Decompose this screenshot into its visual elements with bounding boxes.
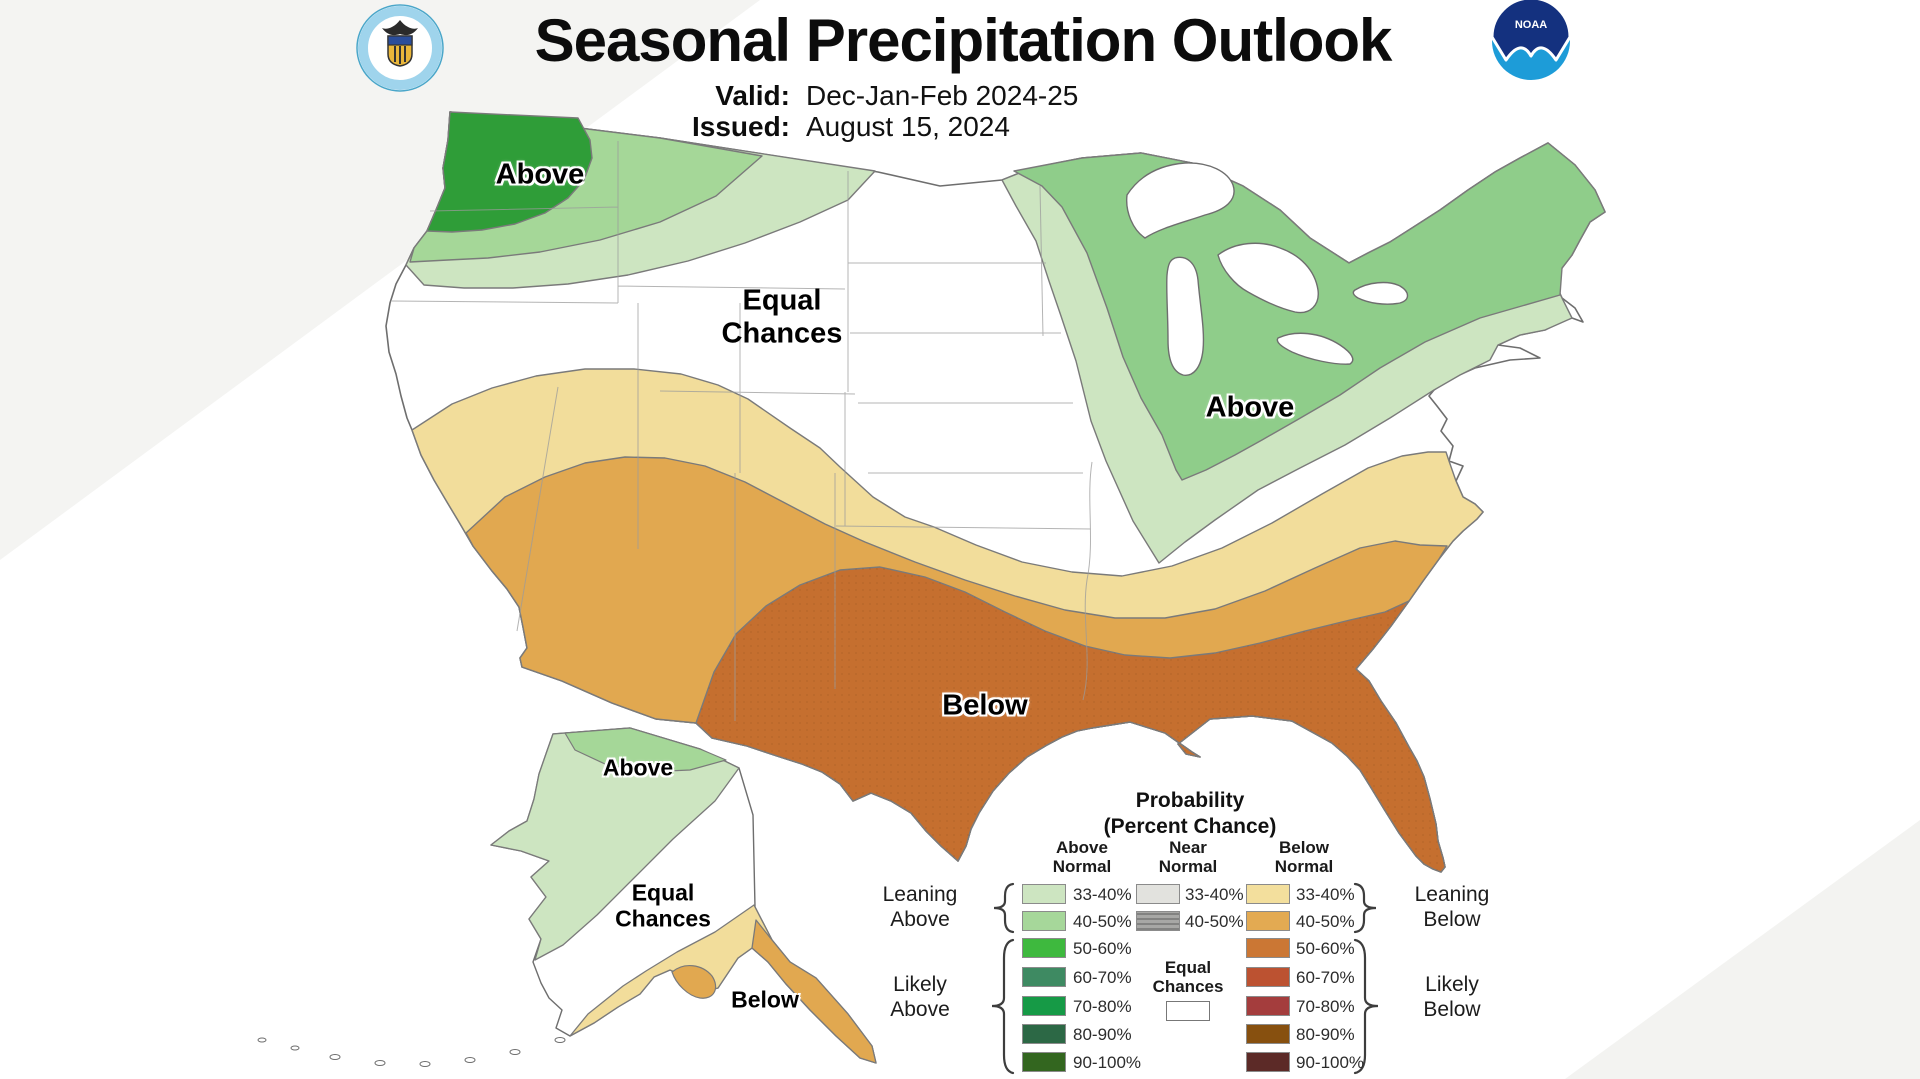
legend-pct-above-33-40: 33-40% xyxy=(1073,885,1132,904)
legend-swatch-above-80-90 xyxy=(1022,1024,1066,1044)
legend-group-likely-above: Likely Above xyxy=(890,973,950,1021)
legend-pct-near-33-40: 33-40% xyxy=(1185,885,1244,904)
lake-michigan xyxy=(1166,256,1205,376)
alaska-region-below-40-50-kenai xyxy=(671,965,717,999)
map-label-alaska-below: Below xyxy=(731,986,799,1013)
legend-swatch-near-40-50 xyxy=(1136,911,1180,931)
noaa-logo-icon: NOAA xyxy=(1490,0,1572,80)
state-borders xyxy=(391,141,1093,721)
legend-swatch-below-80-90 xyxy=(1246,1024,1290,1044)
legend-pct-above-40-50: 40-50% xyxy=(1073,912,1132,931)
legend-pct-above-70-80: 70-80% xyxy=(1073,997,1132,1016)
great-lakes xyxy=(1126,162,1409,376)
legend-pct-near-40-50: 40-50% xyxy=(1185,912,1244,931)
valid-value: Dec-Jan-Feb 2024-25 xyxy=(806,80,1079,111)
legend-swatch-above-70-80 xyxy=(1022,996,1066,1016)
legend-pct-below-80-90: 80-90% xyxy=(1296,1025,1355,1044)
map-label-south-below: Below xyxy=(942,689,1028,722)
legend-pct-above-90-100: 90-100% xyxy=(1073,1053,1142,1072)
legend-swatch-below-50-60 xyxy=(1246,938,1290,958)
legend-col-header-below: Below Normal xyxy=(1274,838,1334,876)
legend-pct-below-90-100: 90-100% xyxy=(1296,1053,1365,1072)
legend-pct-above-80-90: 80-90% xyxy=(1073,1025,1132,1044)
map-label-alaska-above: Above xyxy=(602,754,674,781)
brace-likely-below xyxy=(1353,938,1379,1075)
legend-pct-below-33-40: 33-40% xyxy=(1296,885,1355,904)
lake-superior xyxy=(1126,162,1235,239)
legend-pct-below-40-50: 40-50% xyxy=(1296,912,1355,931)
legend-group-likely-below: Likely Below xyxy=(1423,973,1481,1021)
alaska-region-above-40-50 xyxy=(564,727,727,773)
lake-huron xyxy=(1217,242,1319,314)
legend-pct-above-60-70: 60-70% xyxy=(1073,968,1132,987)
alaska-region-above-33-40 xyxy=(490,727,740,961)
legend-pct-below-50-60: 50-60% xyxy=(1296,939,1355,958)
alaska-inset xyxy=(257,727,877,1067)
map-label-greatlakes-above: Above xyxy=(1205,391,1295,424)
legend-swatch-below-90-100 xyxy=(1246,1052,1290,1072)
dept-of-commerce-logo-icon xyxy=(356,4,444,92)
alaska-region-below-40-50-panhandle xyxy=(751,919,877,1064)
issued-label: Issued: xyxy=(691,111,790,142)
legend-swatch-above-90-100 xyxy=(1022,1052,1066,1072)
legend-equal-chances-swatch xyxy=(1166,1001,1210,1021)
legend-pct-above-50-60: 50-60% xyxy=(1073,939,1132,958)
map-label-alaska-equal-chances: Equal Chances xyxy=(615,879,711,932)
region-pnw-above-50-60 xyxy=(426,111,593,233)
legend-braces xyxy=(991,882,1379,1075)
legend-swatch-near-33-40 xyxy=(1136,884,1180,904)
legend-swatch-above-50-60 xyxy=(1022,938,1066,958)
legend-group-leaning-above: Leaning Above xyxy=(882,883,958,931)
legend-swatch-below-40-50 xyxy=(1246,911,1290,931)
legend-pct-below-60-70: 60-70% xyxy=(1296,968,1355,987)
legend-title-line1: Probability xyxy=(1135,789,1245,812)
legend-col-header-above: Above Normal xyxy=(1052,838,1112,876)
legend-title-line2: (Percent Chance) xyxy=(1103,815,1277,838)
aleutian-islands xyxy=(257,1037,566,1067)
legend-swatch-above-60-70 xyxy=(1022,967,1066,987)
noaa-logo-text: NOAA xyxy=(1515,19,1547,31)
valid-label: Valid: xyxy=(715,80,790,111)
brace-likely-above xyxy=(991,938,1015,1075)
map-label-northwest-above: Above xyxy=(495,158,585,191)
region-south-below-stipple-texture xyxy=(696,567,1445,872)
legend-swatch-above-40-50 xyxy=(1022,911,1066,931)
legend-title: Probability (Percent Chance) xyxy=(1058,788,1322,840)
brace-leaning-below xyxy=(1353,882,1377,934)
lake-ontario xyxy=(1352,281,1409,305)
legend-swatch-above-33-40 xyxy=(1022,884,1066,904)
legend-swatch-below-33-40 xyxy=(1246,884,1290,904)
legend-pct-below-70-80: 70-80% xyxy=(1296,997,1355,1016)
brace-leaning-above xyxy=(993,882,1015,934)
legend-group-leaning-below: Leaning Below xyxy=(1414,883,1490,931)
legend-equal-chances-label: Equal Chances xyxy=(1152,958,1224,996)
legend-col-header-near: Near Normal xyxy=(1158,838,1218,876)
map-label-plains-equal-chances: Equal Chances xyxy=(721,284,843,350)
lake-erie xyxy=(1276,332,1354,365)
page-title: Seasonal Precipitation Outlook xyxy=(534,7,1393,74)
legend-swatch-below-60-70 xyxy=(1246,967,1290,987)
legend-swatch-below-70-80 xyxy=(1246,996,1290,1016)
page-corner-wash-bottomright xyxy=(1565,820,1920,1079)
issued-value: August 15, 2024 xyxy=(806,111,1010,142)
